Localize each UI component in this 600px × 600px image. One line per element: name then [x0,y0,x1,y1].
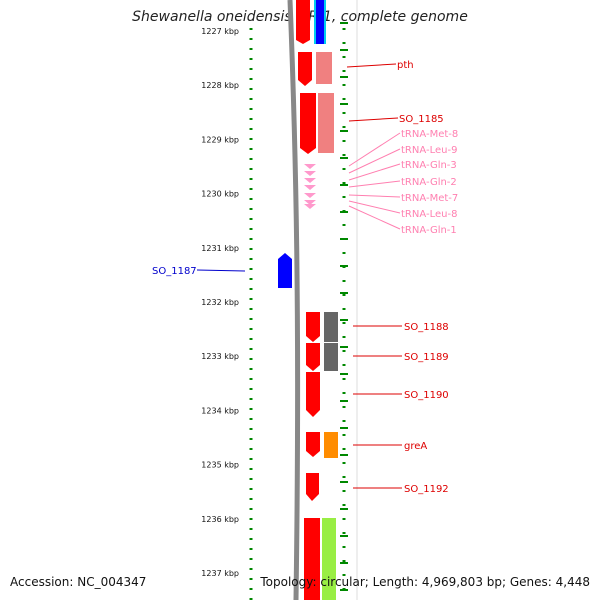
leader-lines [196,63,402,489]
cds-so1189[interactable] [306,343,320,371]
label-pth[interactable]: pth [397,60,414,71]
trna-gln2[interactable] [304,185,316,190]
tick-label: 1234 kbp [201,406,239,415]
tick-label: 1236 kbp [201,515,239,524]
tick-label: 1227 kbp [201,27,239,36]
cds-so1190[interactable] [306,372,320,417]
cog-so1185-block[interactable] [318,93,334,153]
label-trna-leu9[interactable]: tRNA-Leu-9 [401,145,457,156]
tick-label: 1231 kbp [201,244,239,253]
label-so1188[interactable]: SO_1188 [404,322,449,333]
label-so1192[interactable]: SO_1192 [404,484,449,495]
label-so1187[interactable]: SO_1187 [152,266,197,277]
label-trna-met7[interactable]: tRNA-Met-7 [401,193,458,204]
cog-lime-block[interactable] [322,518,336,600]
cds-so1188[interactable] [306,312,320,342]
cog-blue-block[interactable] [316,0,324,44]
cds-bottom[interactable] [304,518,320,600]
cds-so1192[interactable] [306,473,319,501]
cog-pth-block[interactable] [316,52,332,84]
label-grea[interactable]: greA [404,441,427,452]
tick-label: 1235 kbp [201,461,239,470]
label-trna-gln3[interactable]: tRNA-Gln-3 [401,160,457,171]
cds-so1187[interactable] [278,253,292,288]
trna-met7[interactable] [304,193,316,198]
label-so1190[interactable]: SO_1190 [404,390,449,401]
label-trna-gln1[interactable]: tRNA-Gln-1 [401,225,457,236]
cds-arrow[interactable] [296,0,310,44]
trna-gln1[interactable] [304,204,316,209]
features [278,0,338,600]
cds-so1185[interactable] [300,93,316,154]
genome-backbone [287,0,301,600]
tick-label: 1233 kbp [201,352,239,361]
cds-grea[interactable] [306,432,320,457]
tick-label: 1230 kbp [201,190,239,199]
tick-label: 1232 kbp [201,298,239,307]
trna-gln3[interactable] [304,178,316,183]
label-trna-gln2[interactable]: tRNA-Gln-2 [401,177,457,188]
cog-so1189-block[interactable] [324,343,338,371]
tick-label: 1229 kbp [201,135,239,144]
cog-so1188-block[interactable] [324,312,338,342]
trna-leu9[interactable] [304,171,316,176]
tick-label: 1237 kbp [201,569,239,578]
label-so1189[interactable]: SO_1189 [404,352,449,363]
label-so1185[interactable]: SO_1185 [399,114,444,125]
label-trna-met8[interactable]: tRNA-Met-8 [401,129,458,140]
tick-label: 1228 kbp [201,81,239,90]
trna-met8[interactable] [304,164,316,169]
trna-leu8[interactable] [304,200,316,205]
accession-text: Accession: NC_004347 [10,575,147,589]
genome-info-text: Topology: circular; Length: 4,969,803 bp… [260,575,590,589]
label-trna-leu8[interactable]: tRNA-Leu-8 [401,209,457,220]
cog-grea-block[interactable] [324,432,338,458]
tick-labels: 1227 kbp 1228 kbp 1229 kbp 1230 kbp 1231 kbp… [201,27,239,578]
ring-ticks [340,22,348,591]
feature-labels: pth SO_1185 tRNA-Met-8 tRNA-Leu-9 tRNA-G… [152,60,458,495]
cds-pth[interactable] [298,52,312,86]
